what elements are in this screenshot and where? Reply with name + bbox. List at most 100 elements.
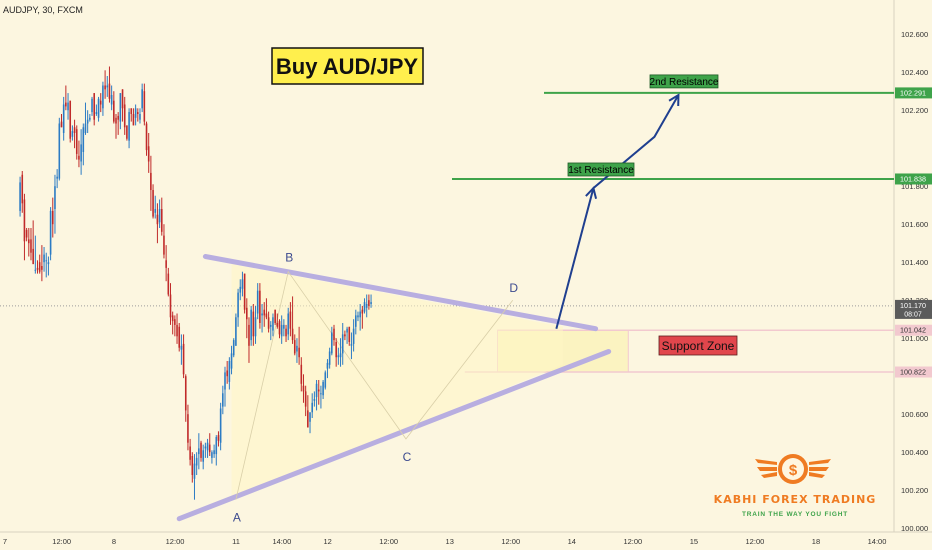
candle-body <box>152 190 154 217</box>
candle-body <box>195 457 198 466</box>
candle-body <box>134 108 137 118</box>
candle-body <box>287 313 290 335</box>
candle-body <box>322 381 324 396</box>
y-tick-label: 102.600 <box>901 30 928 39</box>
candle-body <box>331 332 333 354</box>
candle-body <box>320 393 322 395</box>
candle-body <box>54 186 56 209</box>
title-box-bg <box>271 47 424 85</box>
resistance-1-label: 1st Resistance <box>567 162 635 177</box>
candle-body <box>21 174 24 204</box>
candle-body <box>25 229 28 238</box>
candle-body <box>32 248 34 265</box>
price-tag-text-zb: 100.822 <box>900 368 926 377</box>
resistance-2-label-text: 2nd Resistance <box>650 77 719 88</box>
candle-body <box>293 340 296 354</box>
price-tag-text-zt: 101.042 <box>900 326 926 335</box>
x-tick-label: 12:00 <box>166 537 185 546</box>
candle-body <box>302 385 305 392</box>
candle-body <box>137 112 139 114</box>
price-tag-subtext-last: 08:07 <box>904 311 922 318</box>
x-tick-label: 12:00 <box>501 537 520 546</box>
candle-body <box>113 100 115 122</box>
candle-body <box>60 121 63 128</box>
resistance-1-label-box <box>567 162 635 177</box>
candle-body <box>121 89 124 109</box>
candle-body <box>224 372 226 390</box>
candle-body <box>119 93 122 122</box>
x-axis-ticks: 7 12:00 8 12:00 11 14:00 12 12:00 13 12:00 14 12:00… <box>3 537 886 546</box>
candle-body <box>132 114 135 126</box>
candle-body <box>235 317 237 346</box>
candle-body <box>269 324 272 327</box>
y-tick-label: 102.200 <box>901 106 928 115</box>
y-tick-label: 100.000 <box>901 524 928 533</box>
candle-body <box>228 361 231 382</box>
candle-body <box>65 102 67 107</box>
candle-body <box>73 127 76 133</box>
candle-body <box>160 209 163 232</box>
candle-body <box>313 399 316 401</box>
candle-body <box>89 117 91 120</box>
candle-body <box>193 463 196 479</box>
y-tick-label: 101.000 <box>901 334 928 343</box>
candle-body <box>352 328 355 344</box>
candle-body <box>115 117 117 124</box>
candle-body <box>191 456 194 475</box>
candle-body <box>350 343 353 346</box>
candle-body <box>248 324 250 346</box>
candle-body <box>45 260 48 262</box>
candle-body <box>219 408 222 443</box>
candle-body <box>339 353 342 358</box>
chart-title: Buy AUD/JPY <box>276 54 419 79</box>
candle-body <box>289 311 292 329</box>
candle-body <box>278 321 281 335</box>
logo-wings-icon <box>755 459 831 478</box>
candle-body <box>189 446 191 460</box>
candle-body <box>106 85 109 88</box>
candle-body <box>154 209 157 213</box>
candle-body <box>263 309 266 316</box>
candle-body <box>265 313 268 318</box>
candle-body <box>167 273 170 295</box>
candle-body <box>62 104 65 133</box>
x-tick-label: 13 <box>446 537 454 546</box>
x-tick-label: 11 <box>232 537 240 546</box>
candle-body <box>259 290 261 323</box>
resistance-1-label-text: 1st Resistance <box>568 165 634 176</box>
candle-body <box>368 300 370 306</box>
y-tick-label: 100.400 <box>901 448 928 457</box>
candle-body <box>23 199 26 242</box>
candle-body <box>184 376 187 411</box>
candle-body <box>226 370 228 377</box>
candle-body <box>147 146 150 162</box>
support-zone-label-text: Support Zone <box>662 339 735 353</box>
candle-body <box>309 412 311 422</box>
y-tick-label: 102.400 <box>901 68 928 77</box>
candle-body <box>130 108 133 114</box>
y-axis-ticks: 102.600 102.400 102.200 101.800 101.600 101.4… <box>901 30 928 533</box>
candle-body <box>145 123 148 151</box>
candle-body <box>285 328 287 337</box>
candle-body <box>317 389 320 392</box>
candle-body <box>56 176 58 179</box>
candle-body <box>110 95 113 105</box>
candle-body <box>341 334 344 354</box>
candle-body <box>51 210 54 225</box>
x-tick-label: 14:00 <box>272 537 291 546</box>
candle-body <box>150 172 152 190</box>
candle-body <box>215 437 218 455</box>
arrowhead-icon <box>585 186 598 200</box>
candle-body <box>272 317 274 331</box>
candle-body <box>141 89 143 109</box>
candle-body <box>174 319 176 325</box>
candle-body <box>126 125 128 139</box>
y-tick-label: 101.600 <box>901 220 928 229</box>
candle-body <box>363 302 366 312</box>
candle-body <box>158 209 161 223</box>
candle-body <box>357 315 359 318</box>
candle-body <box>38 262 41 272</box>
candle-body <box>296 345 298 352</box>
x-tick-label: 12 <box>323 537 331 546</box>
candle-body <box>139 114 141 120</box>
